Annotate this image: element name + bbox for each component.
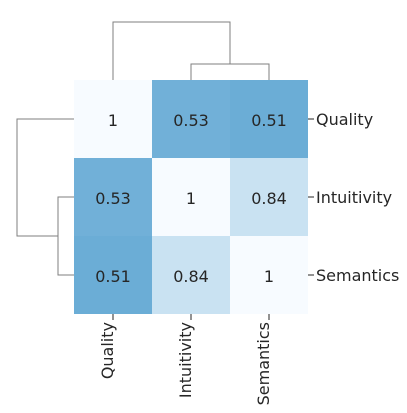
heatmap-cell-semantics-quality (74, 236, 152, 314)
cell-value-semantics-semantics: 1 (264, 267, 274, 286)
column-label-intuitivity: Intuitivity (176, 322, 195, 398)
top-dendrogram-branch-quality (112, 21, 231, 80)
heatmap-cell-quality-semantics (230, 80, 308, 158)
cell-value-semantics-quality: 0.51 (95, 267, 131, 286)
heatmap-cell-semantics-intuitivity (152, 236, 230, 314)
cell-value-quality-quality: 1 (108, 111, 118, 130)
heatmap-cell-intuitivity-quality (74, 158, 152, 236)
heatmap-cell-quality-quality (74, 80, 152, 158)
left-dendrogram-branch-quality (16, 118, 74, 237)
heatmap-cell-semantics-semantics (230, 236, 308, 314)
cell-value-intuitivity-semantics: 0.84 (251, 189, 287, 208)
heatmap-cell-intuitivity-semantics (230, 158, 308, 236)
heatmap-cell-intuitivity-intuitivity (152, 158, 230, 236)
cell-value-quality-intuitivity: 0.53 (173, 111, 209, 130)
column-label-semantics: Semantics (254, 322, 273, 405)
column-label-quality: Quality (98, 322, 117, 379)
row-label-semantics: Semantics (316, 266, 399, 285)
row-label-intuitivity: Intuitivity (316, 188, 392, 207)
heatmap-cells-layer (74, 80, 308, 314)
cell-value-semantics-intuitivity: 0.84 (173, 267, 209, 286)
cell-value-intuitivity-intuitivity: 1 (186, 189, 196, 208)
cell-value-intuitivity-quality: 0.53 (95, 189, 131, 208)
heatmap-labels-layer: 1 0.53 0.51 0.53 1 0.84 0.51 0.84 1 Quality Intuit… (95, 110, 399, 405)
heatmap-cell-quality-intuitivity (152, 80, 230, 158)
dendrogram-layer (16, 21, 270, 276)
row-label-quality: Quality (316, 110, 373, 129)
cell-value-quality-semantics: 0.51 (251, 111, 287, 130)
